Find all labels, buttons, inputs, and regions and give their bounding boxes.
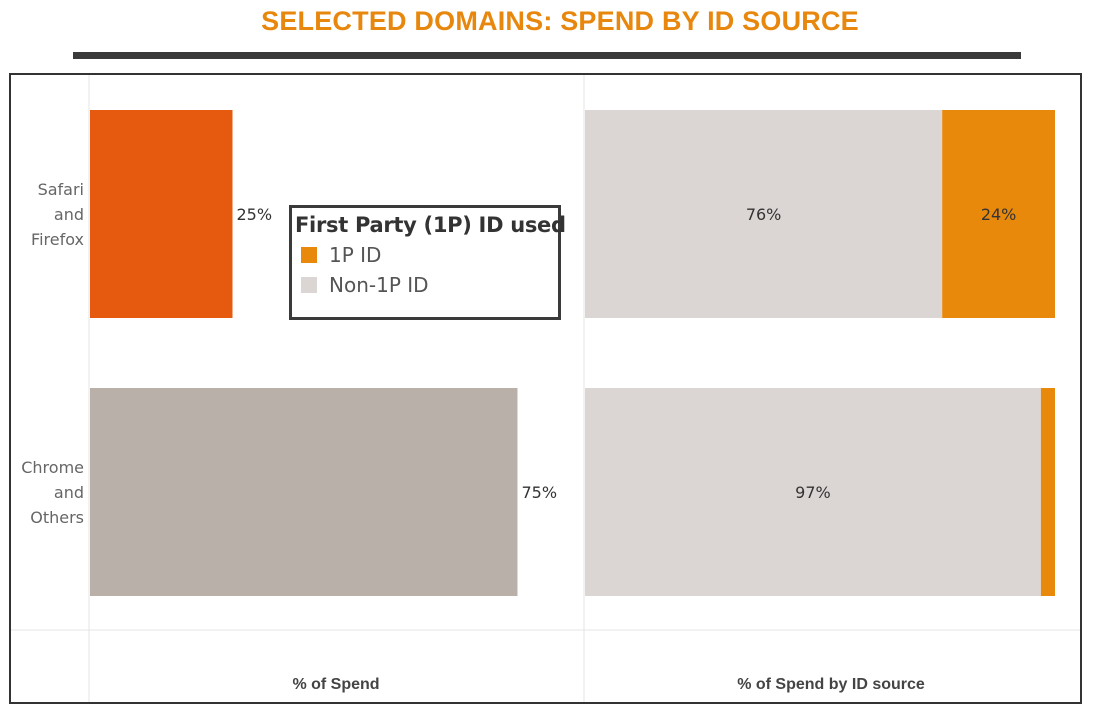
title-rule <box>73 52 1021 59</box>
panel-spend-by-id-source: 76% 24% 97% <box>585 110 1055 596</box>
panel-spend-share: 25% 75% <box>90 110 557 596</box>
bar-non-1p-id-chrome-and-others <box>585 388 1041 596</box>
data-label-non-1p-id-chrome-and-others: 97% <box>795 483 831 502</box>
category-label-chrome-and-others: Chrome and Others <box>21 458 84 527</box>
data-label-1p-id-safari-and-firefox: 24% <box>981 205 1017 224</box>
legend-item-1p-id: 1P ID <box>301 243 558 267</box>
data-label-spend-chrome-and-others: 75% <box>522 483 558 502</box>
bar-spend-chrome-and-others <box>90 388 518 596</box>
x-axis-label-spend-by-id-source: % of Spend by ID source <box>737 676 925 693</box>
chart-title: SELECTED DOMAINS: SPEND BY ID SOURCE <box>261 6 859 36</box>
legend-swatch-non-1p-id <box>301 277 317 293</box>
legend: First Party (1P) ID used 1P ID Non-1P ID <box>289 205 566 320</box>
bar-1p-id-safari-and-firefox <box>942 110 1055 318</box>
legend-label-1p-id: 1P ID <box>329 243 382 267</box>
legend-label-non-1p-id: Non-1P ID <box>329 273 429 297</box>
legend-title: First Party (1P) ID used <box>295 213 566 237</box>
category-label-safari-and-firefox: Safari and Firefox <box>31 180 84 249</box>
chart-canvas: 25% 75% 76% 24% 97% Safari and Firefox Chrome a… <box>11 75 1080 702</box>
category-axis: Safari and Firefox Chrome and Others <box>21 180 84 527</box>
bar-spend-safari-and-firefox <box>90 110 233 318</box>
legend-item-non-1p-id: Non-1P ID <box>301 273 558 297</box>
x-axis-label-spend: % of Spend <box>292 676 379 693</box>
legend-swatch-1p-id <box>301 247 317 263</box>
bar-1p-id-chrome-and-others <box>1040 388 1055 596</box>
bar-non-1p-id-safari-and-firefox <box>585 110 943 318</box>
data-label-non-1p-id-safari-and-firefox: 76% <box>746 205 782 224</box>
data-label-spend-safari-and-firefox: 25% <box>237 205 273 224</box>
